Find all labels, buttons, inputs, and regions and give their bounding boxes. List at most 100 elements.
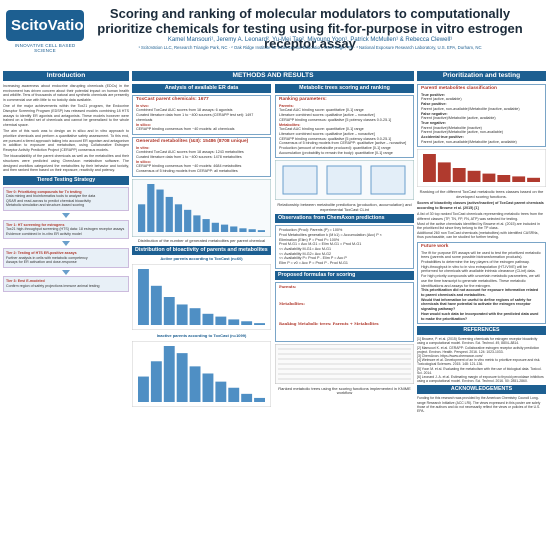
active-bars [138, 268, 265, 325]
parents-item: ToxCast AUC binding score: quantitative … [279, 108, 364, 113]
scatter-caption: Relationship between metabolite predicti… [277, 202, 412, 212]
formula-parents [279, 290, 410, 302]
ranked-trees-table [274, 343, 415, 385]
prior-bullet: Additional 260 non ToxCast chemicals (me… [417, 230, 539, 240]
insilico2-line: Consensus of 5 binding models from CERAP… [136, 169, 238, 174]
tier-block: Tier 3: Envi E-modeled Confirm region of… [3, 276, 129, 292]
intro-paragraph: Increasing awareness about endocrine dis… [3, 84, 129, 102]
distribution-bars [138, 183, 265, 232]
tier-title: Tier 1: HT screening for estrogens [6, 222, 65, 227]
formula-both [279, 327, 410, 339]
parents-item: Literature combined scores: qualitative … [279, 113, 375, 118]
chart-bar [176, 352, 188, 402]
chart-bar [215, 316, 227, 325]
chart-frame [416, 148, 547, 188]
invivo-line: Combined ToxCast AUC scores from 18 assa… [136, 108, 233, 113]
chemaxon-line: << Availability M-G1= Acc M-G1 [279, 247, 332, 252]
classification-title: Parent/ metabolites classification [421, 86, 497, 91]
inactive-bars [138, 345, 265, 402]
intro-paragraph: One of the major achievements within the… [3, 104, 129, 127]
false-positive-item: Parent (active, non-available)/Metabolit… [421, 106, 520, 111]
chart-bar [211, 222, 219, 232]
generated-box: Generated metabolites (I&II): 15486 (870… [132, 136, 271, 177]
tiered-strategy-band: Tiered Testing Strategy [3, 175, 129, 185]
inactive-caption: Inactive parents according to ToxCast (n… [156, 333, 247, 339]
chart-bar [215, 381, 227, 402]
chart-bar [437, 162, 451, 183]
reference-item: [3] ChemAxon. https://www.chemaxon.com/ [417, 354, 483, 359]
chart-bar [150, 285, 162, 325]
insilico-line: CERAPP binding consensus from ~40 models… [136, 127, 235, 132]
insilico-label: In silico: [136, 122, 151, 127]
chart-bar [230, 226, 238, 232]
classification-box: Parent/ metabolites classification True … [417, 84, 546, 148]
poster-header: ScitoVation INNOVATIVE CELL BASED SCIENC… [0, 0, 549, 68]
intro-paragraph: The aim of this work was to design an in… [3, 129, 129, 152]
chart-bar [220, 224, 229, 232]
chemaxon-line: Prod Metabolites generation k (M k1) = A… [279, 232, 382, 237]
chart-bar [452, 168, 466, 183]
distribution-caption: Distribution of the number of generated … [137, 238, 266, 244]
prioritization-band: Prioritization and testing [417, 71, 546, 81]
chart-bar [248, 229, 256, 232]
chart-bar [257, 229, 265, 232]
reference-item: [6] Leonard J. A. et al. Estimating marg… [417, 375, 544, 384]
logo-tagline: INNOVATIVE CELL BASED SCIENCE [14, 43, 76, 53]
scatter-panel [326, 165, 362, 195]
generated-title: Generated metabolites (I&II): 15486 (870… [136, 138, 249, 144]
chart-bar [138, 268, 149, 325]
chart-bar [512, 176, 526, 183]
formula-metabolites [279, 306, 410, 322]
true-negative-item: Parent (inactive)/Metabolite (active, no… [421, 130, 503, 135]
future-item: The fit for purpose ER assays will be us… [421, 250, 541, 265]
class-ranking-caption: Ranking of the different ToxCast metabol… [419, 189, 544, 199]
acknowledgements-band: ACKNOWLEDGEMENTS [417, 385, 546, 395]
poster-title: Scoring and ranking of molecular modulat… [97, 6, 523, 51]
chart-bar [239, 228, 247, 232]
tier-title: Tier 3: Envi E-modeled [6, 279, 45, 284]
analysis-column: Analysis of available ER data ToxCast pa… [131, 84, 272, 546]
methods-band: METHODS AND RESULTS [132, 71, 414, 81]
toxcast-box: ToxCast parent chemicals: 1677 In vivo: … [132, 95, 271, 135]
tier-item: Tox21 high-throughput screening (HTS) da… [6, 227, 125, 232]
invitro-line: Curated literature data from 1 to ~400 s… [136, 155, 242, 160]
formula-parents-label: Parents: [279, 284, 297, 289]
chevron-down-icon [62, 213, 70, 219]
chart-bar [228, 319, 240, 325]
chart-bar [202, 218, 210, 232]
true-negative-item: Parent (inactive)/Metabolite (inactive) [421, 125, 482, 130]
acknowledgements-text: Funding for this research was provided b… [417, 396, 541, 414]
chart-bar [156, 189, 164, 232]
inactive-parents-chart [131, 340, 272, 408]
chemaxon-line: Production (Prod): Parents (P) = 100% [279, 228, 343, 233]
future-item: Would that information be useful to defi… [421, 297, 532, 312]
chart-bar [150, 361, 162, 402]
tier-item: Confirm region of safety projections imm… [6, 284, 100, 288]
metab-item: Consensus of 5 binding models from CERAP… [279, 141, 407, 146]
formulas-box: Parents: Metabolites: Ranking Metabolic … [275, 281, 414, 342]
future-box: Future work The fit for purpose ER assay… [417, 241, 546, 325]
tier-title: Tier 2: Testing of HTS ER-positive assay… [6, 251, 77, 256]
metab-item: Accumulation (probability to remain the … [279, 150, 393, 155]
invitro-label: In vitro: [136, 145, 150, 150]
bioactivity-band: Distribution of bioactivity of parents a… [132, 246, 271, 256]
false-negative-label: False negative: [421, 111, 448, 116]
false-negative-item: Parent (inactive)/Metabolite (active, av… [421, 116, 496, 121]
class-ranking-chart [416, 148, 547, 188]
scitovation-logo: ScitoVation INNOVATIVE CELL BASED SCIENC… [6, 10, 93, 56]
tier-item: Assays for ER activation and dose-respon… [6, 260, 77, 265]
references-list: [1] Browne, P. et al. (2015) Screening c… [417, 337, 546, 383]
accidental-label: Accidental true positive: [421, 135, 464, 140]
chemaxon-line: << Availability P= Prod P - Elim P = Acc… [279, 256, 347, 261]
scatter-panel [370, 165, 406, 195]
tier-item: Evidence combined in in-vitro ER activit… [6, 231, 82, 236]
true-negative-label: True negative: [421, 120, 446, 125]
accidental-item: Parent (active, non-available)/Metabolit… [421, 139, 517, 144]
invivo-line: Curated literature data from 1 to ~400 s… [136, 113, 254, 122]
chevron-down-icon [62, 269, 70, 275]
chart-bar [163, 296, 175, 325]
chart-bar [138, 376, 149, 402]
chart-bar [176, 304, 188, 325]
chart-bar [174, 204, 183, 232]
insilico2-label: In silico: [136, 159, 151, 164]
